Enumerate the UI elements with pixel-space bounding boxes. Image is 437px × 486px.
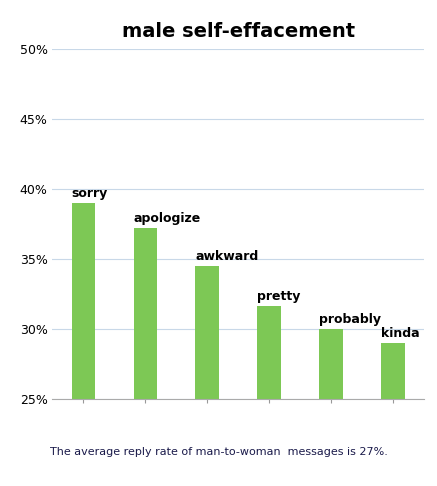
Text: probably: probably	[319, 312, 381, 326]
Title: male self-effacement: male self-effacement	[121, 22, 355, 41]
Bar	[381, 343, 405, 486]
Bar	[134, 228, 157, 486]
Bar	[319, 329, 343, 486]
Text: awkward: awkward	[195, 250, 259, 263]
Bar	[195, 265, 219, 486]
Bar	[257, 306, 281, 486]
Bar	[72, 203, 95, 486]
Text: pretty: pretty	[257, 290, 301, 303]
Text: The average reply rate of man-to-woman  messages is 27%.: The average reply rate of man-to-woman m…	[49, 447, 388, 457]
Text: sorry: sorry	[72, 187, 108, 200]
Text: apologize: apologize	[134, 212, 201, 225]
Text: kinda: kinda	[381, 327, 420, 340]
